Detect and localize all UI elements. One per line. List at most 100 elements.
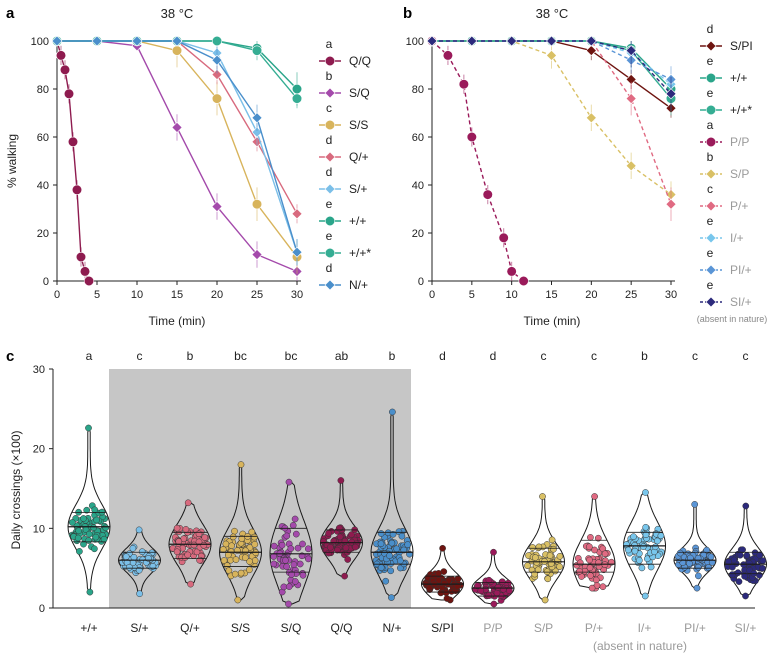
data-point: [171, 45, 183, 56]
legend-marker: [324, 183, 336, 195]
category-label: S/Q: [281, 621, 302, 635]
legend-label: Q/+: [349, 150, 369, 164]
legend-item-I/+: e I/+: [700, 214, 744, 245]
data-point: [292, 530, 300, 538]
data-point: [138, 548, 146, 556]
y-tick-label: 20: [37, 228, 49, 240]
data-point: [270, 560, 278, 568]
data-point: [389, 530, 397, 538]
legend-label: S/Q: [349, 86, 370, 100]
violin-PI/+: c PI/+: [673, 349, 717, 635]
violin-I/+: b I/+: [623, 349, 666, 635]
data-point: [587, 572, 594, 579]
data-point: [705, 564, 712, 571]
legend-marker: [324, 279, 336, 291]
y-tick-label: 20: [33, 444, 45, 456]
data-point: [337, 477, 345, 484]
data-point: [234, 596, 242, 604]
data-point: [499, 585, 507, 593]
data-point: [211, 93, 223, 104]
data-point: [242, 547, 249, 555]
data-point: [576, 567, 583, 575]
series-S/Q: [51, 35, 303, 281]
data-point: [287, 545, 295, 552]
data-point: [232, 556, 240, 563]
data-point: [544, 575, 552, 583]
data-point: [251, 112, 263, 124]
data-point: [439, 544, 446, 552]
data-point: [739, 546, 746, 554]
data-point: [695, 572, 702, 580]
series-line: [57, 40, 298, 273]
series-line: [431, 40, 525, 282]
legend-label: S/P: [730, 167, 749, 181]
legend-item-P/+: c P/+: [700, 182, 748, 213]
data-point: [735, 578, 743, 585]
legend-letter: b: [707, 150, 714, 164]
data-point: [493, 589, 501, 597]
x-tick-label: 20: [211, 289, 223, 301]
x-tick-label: 15: [545, 289, 557, 301]
x-tick-label: 5: [94, 289, 100, 301]
data-point: [694, 563, 702, 571]
data-point: [625, 546, 632, 554]
y-tick-label: 0: [43, 276, 49, 288]
data-point: [453, 582, 461, 590]
data-point: [270, 542, 278, 550]
legend-item-S/S: c S/S: [319, 101, 368, 132]
data-point: [641, 592, 649, 600]
data-point: [585, 112, 597, 124]
data-point: [435, 570, 442, 577]
legend-item-Q/+: d Q/+: [319, 133, 369, 164]
data-point: [490, 548, 497, 556]
legend-label: +/+: [730, 71, 747, 85]
y-tick-label: 40: [37, 180, 49, 192]
data-point: [686, 560, 693, 567]
data-point: [352, 543, 359, 551]
data-point: [741, 572, 748, 580]
data-point: [625, 45, 637, 57]
data-point: [227, 556, 234, 564]
data-point: [759, 564, 766, 572]
significance-letter: b: [641, 349, 648, 363]
data-point: [556, 563, 563, 571]
data-point: [93, 516, 100, 524]
data-point: [195, 530, 203, 538]
data-point: [442, 589, 450, 597]
legend-marker: [324, 87, 336, 99]
data-point: [466, 35, 478, 47]
data-point: [625, 93, 637, 105]
x-tick-label: 25: [251, 289, 263, 301]
data-point: [184, 499, 192, 507]
violin-S/Q: bc S/Q: [269, 349, 313, 635]
data-point: [599, 583, 607, 591]
legend-label: P/P: [730, 135, 749, 149]
data-point: [238, 535, 246, 542]
legend-letter: d: [326, 165, 333, 179]
data-point: [63, 88, 75, 99]
panel-label-b: b: [403, 5, 412, 22]
legend-item-PI/+: e PI/+: [700, 246, 752, 277]
violin-SI/+: c SI/+: [723, 349, 768, 635]
legend-marker: [705, 168, 717, 180]
legend-letter: d: [707, 22, 714, 36]
data-point: [676, 549, 684, 557]
data-point: [539, 493, 546, 500]
data-point: [85, 537, 93, 544]
data-point: [231, 527, 238, 535]
data-point: [291, 93, 303, 104]
legend-letter: e: [707, 86, 714, 100]
series-SI/+: [426, 35, 677, 111]
series-N/+: [51, 35, 303, 266]
data-point: [171, 35, 183, 47]
data-point: [588, 584, 596, 592]
data-point: [442, 50, 454, 61]
data-point: [71, 184, 83, 195]
violin-S/S: bc S/S: [218, 349, 263, 635]
series-line: [56, 40, 90, 282]
data-point: [546, 35, 557, 47]
data-point: [336, 533, 344, 541]
data-point: [288, 571, 296, 578]
data-point: [100, 535, 108, 543]
data-point: [246, 566, 253, 574]
